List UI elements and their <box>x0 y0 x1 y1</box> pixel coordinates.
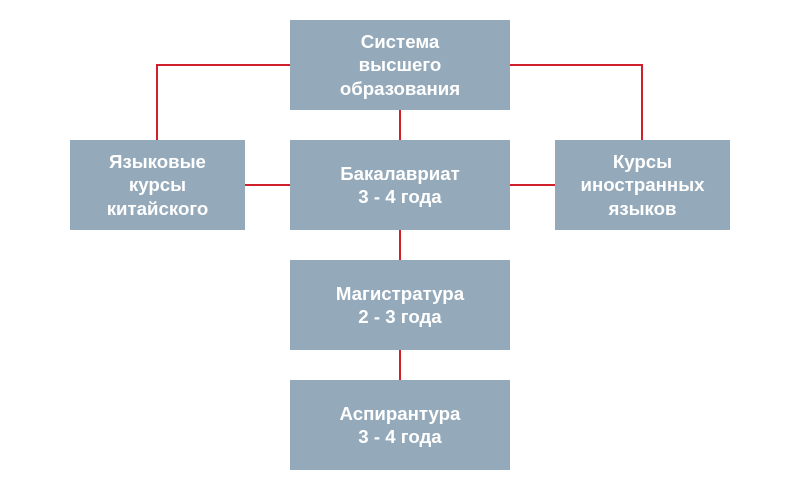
node-root: Системавысшегообразования <box>290 20 510 110</box>
node-aspirant: Аспирантура3 - 4 года <box>290 380 510 470</box>
edge <box>157 65 290 140</box>
node-bachelor-label: Бакалавриат3 - 4 года <box>340 162 460 209</box>
node-root-label: Системавысшегообразования <box>340 30 460 100</box>
node-left-label: Языковыекурсыкитайского <box>107 150 209 220</box>
node-right-label: Курсыиностранныхязыков <box>580 150 704 220</box>
node-master-label: Магистратура2 - 3 года <box>336 282 464 329</box>
node-left: Языковыекурсыкитайского <box>70 140 245 230</box>
diagram-canvas: Системавысшегообразования Языковыекурсык… <box>0 0 800 500</box>
node-bachelor: Бакалавриат3 - 4 года <box>290 140 510 230</box>
node-master: Магистратура2 - 3 года <box>290 260 510 350</box>
edge <box>510 65 642 140</box>
node-right: Курсыиностранныхязыков <box>555 140 730 230</box>
node-aspirant-label: Аспирантура3 - 4 года <box>340 402 461 449</box>
